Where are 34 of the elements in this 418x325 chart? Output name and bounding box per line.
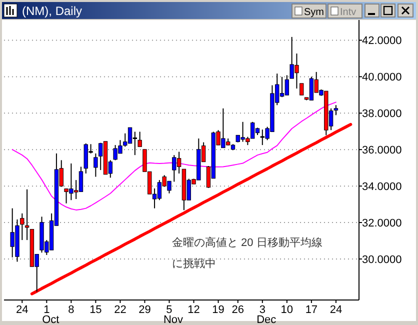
annotation: 金曜の高値と 20 日移動平均線 (172, 236, 322, 249)
candlestick (20, 212, 24, 241)
y-tick-label: 38.0000 (362, 108, 402, 120)
x-tick-label: 24 (330, 304, 342, 316)
x-tick-label: 26 (232, 304, 244, 316)
y-tick-label: 32.0000 (362, 218, 402, 230)
x-tick-label: 17 (305, 304, 318, 316)
y-tick-label: 30.0000 (362, 254, 402, 266)
x-tick-label: 19 (212, 304, 224, 316)
candlestick (24, 188, 30, 241)
chart-title: (NM), Daily (22, 4, 82, 18)
annotation: に挑戦中 (172, 257, 216, 270)
candlestick (94, 152, 98, 178)
candlestick (138, 131, 142, 148)
line-series (30, 122, 352, 296)
candlestick (300, 82, 304, 96)
x-tick-label: 22 (114, 304, 126, 316)
x-tick-label: 10 (280, 304, 294, 316)
x-tick-label: 15 (90, 304, 102, 316)
x-tick-label: 3 Dec (256, 304, 277, 325)
y-tick-label: 40.0000 (362, 72, 402, 84)
y-tick-label: 36.0000 (362, 144, 402, 157)
toolbar-button: Sym (292, 4, 326, 18)
y-tick-label: 42.0000 (362, 35, 402, 48)
x-tick-label: 5 Nov (163, 304, 184, 325)
x-tick-label: 8 (68, 304, 74, 316)
candlestick (334, 104, 338, 116)
x-tick-label: 12 (188, 304, 200, 316)
x-tick-label: 1 Oct (42, 304, 60, 325)
toolbar-button: Intv (328, 4, 362, 18)
x-tick-label: 29 (138, 304, 151, 316)
y-tick-label: 34.0000 (362, 181, 402, 194)
line-series (12, 102, 336, 210)
x-tick-label: 24 (16, 304, 28, 316)
